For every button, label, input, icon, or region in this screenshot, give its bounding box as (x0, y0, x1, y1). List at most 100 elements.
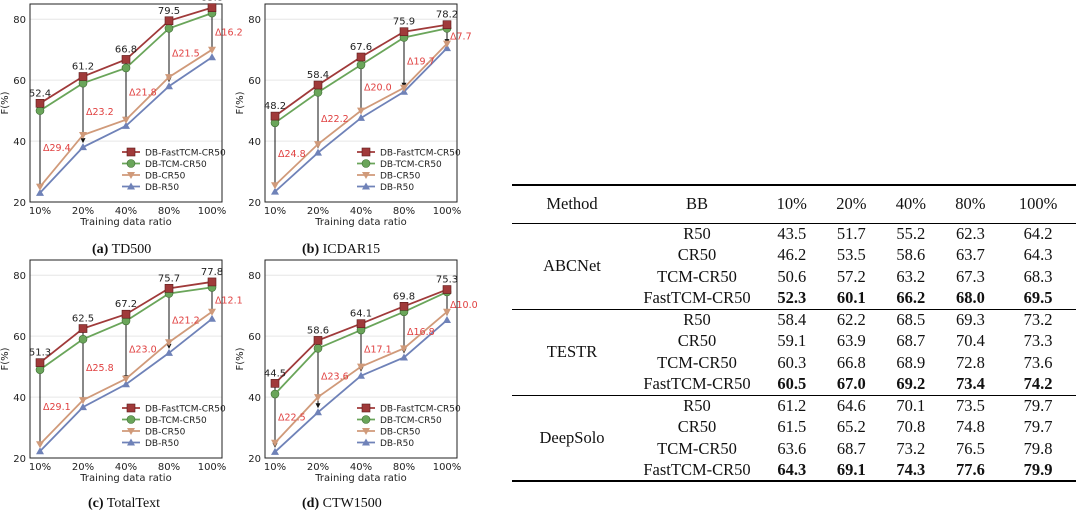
legend-entry: DB-TCM-CR50 (380, 160, 442, 170)
delta-label: Δ21.2 (172, 316, 200, 327)
y-tick-label: 20 (248, 198, 261, 209)
data-point (78, 324, 88, 333)
data-point (164, 16, 174, 26)
legend-entry: DB-R50 (380, 439, 414, 449)
delta-label: Δ29.1 (43, 402, 71, 413)
data-point (79, 397, 87, 405)
x-tick-label: 20% (307, 206, 329, 217)
data-point (270, 389, 280, 399)
value-cell: 77.6 (955, 459, 985, 479)
delta-label: Δ24.8 (278, 149, 306, 160)
data-point (79, 131, 87, 139)
results-table: Method BB 10% 20% 40% 80% 100% ABCNet R50… (512, 184, 1076, 482)
table-row: TESTR R50 58.4 62.2 68.5 69.3 73.2 (512, 309, 1076, 361)
legend-entry: DB-FastTCM-CR50 (380, 405, 461, 415)
caption-d: (d) CTW1500 (302, 496, 382, 511)
x-tick-label: 80% (393, 206, 415, 217)
x-tick-label: 100% (433, 462, 462, 473)
value-cell: 70.4 (955, 331, 985, 351)
data-point (362, 172, 370, 179)
table-row: TCM-CR50 50.6 57.2 63.2 67.3 68.3 (512, 266, 1076, 288)
column-header: 100% (1018, 194, 1058, 214)
data-point (126, 159, 136, 168)
table-row: FastTCM-CR50 64.3 69.1 74.3 77.6 79.9 (512, 460, 1076, 482)
data-point (399, 27, 409, 37)
data-point (442, 285, 452, 294)
data-point (122, 116, 130, 124)
value-cell: 60.1 (836, 288, 866, 307)
data-point (126, 147, 136, 157)
data-point (362, 428, 370, 435)
delta-label: Δ20.0 (364, 82, 392, 93)
legend-entry: DB-FastTCM-CR50 (380, 149, 461, 159)
delta-label: Δ22.2 (321, 114, 349, 125)
x-tick-label: 80% (158, 462, 180, 473)
value-cell: 68.7 (896, 331, 926, 351)
legend-entry: DB-R50 (145, 183, 179, 193)
delta-label: Δ23.0 (129, 344, 157, 355)
data-label: 79.5 (158, 6, 180, 17)
data-label: 51.3 (29, 348, 51, 359)
value-cell: 67.0 (836, 374, 866, 393)
value-cell: 74.3 (896, 459, 926, 479)
table-row: FastTCM-CR50 52.3 60.1 66.2 68.0 69.5 (512, 288, 1076, 310)
data-point (399, 302, 409, 311)
data-point (356, 319, 366, 328)
y-tick-label: 40 (13, 393, 26, 404)
data-point (36, 188, 44, 196)
y-tick-label: 20 (248, 454, 261, 465)
caption-a: (a) TD500 (92, 242, 152, 257)
legend-entry: DB-CR50 (145, 172, 186, 182)
x-tick-label: 100% (198, 206, 227, 217)
value-cell: 68.5 (896, 310, 926, 329)
value-cell: 73.2 (1023, 310, 1053, 329)
data-point (121, 309, 131, 319)
data-label: 61.2 (72, 61, 94, 72)
y-axis-label: F(%) (0, 91, 11, 114)
delta-label: Δ17.1 (364, 345, 392, 356)
plot-frame (29, 259, 223, 459)
x-tick-label: 40% (115, 206, 137, 217)
value-cell: 68.3 (1023, 266, 1053, 286)
table-group-abcnet: ABCNet R50 43.5 51.7 55.2 62.3 64.2 CR50 46.2 53.… (512, 223, 1076, 309)
line-charts-panel: 20 40 60 80 10% 20% 40% 80% 100% Training data ra… (0, 0, 478, 484)
legend-entry: DB-TCM-CR50 (145, 416, 207, 426)
y-tick-label: 60 (248, 332, 261, 343)
value-cell: 63.9 (836, 331, 866, 351)
data-point (361, 415, 371, 424)
backbone-cell: FastTCM-CR50 (643, 288, 751, 307)
value-cell: 74.8 (955, 417, 985, 437)
x-tick-label: 10% (29, 206, 51, 217)
delta-label: Δ21.5 (172, 49, 200, 60)
data-point (443, 44, 451, 52)
y-axis-label: F(%) (235, 347, 246, 370)
data-point (122, 380, 130, 388)
data-point (208, 314, 216, 322)
value-cell: 69.5 (1023, 288, 1053, 307)
plot-frame (264, 3, 458, 203)
value-cell: 62.2 (836, 310, 866, 329)
data-point (362, 438, 370, 446)
value-cell: 79.7 (1023, 396, 1053, 415)
column-header: 40% (895, 194, 926, 214)
value-cell: 72.8 (955, 352, 985, 372)
x-tick-label: 100% (433, 206, 462, 217)
x-axis-label: Training data ratio (314, 473, 406, 484)
data-point (362, 182, 370, 190)
y-axis-label: F(%) (0, 347, 11, 370)
value-cell: 68.9 (896, 352, 926, 372)
data-label: 44.5 (264, 368, 286, 379)
delta-label: Δ25.8 (86, 363, 114, 374)
delta-label: Δ12.1 (215, 295, 243, 306)
delta-label: Δ21.8 (129, 88, 157, 99)
value-cell: 79.7 (1023, 417, 1053, 437)
plot-frame (264, 259, 458, 459)
data-point (127, 438, 135, 446)
value-cell: 43.5 (777, 224, 807, 243)
data-point (36, 441, 44, 449)
data-point (400, 84, 408, 92)
value-cell: 59.1 (777, 331, 807, 351)
column-header: 10% (776, 194, 807, 214)
backbone-cell: R50 (683, 396, 711, 415)
value-cell: 53.5 (836, 245, 866, 265)
